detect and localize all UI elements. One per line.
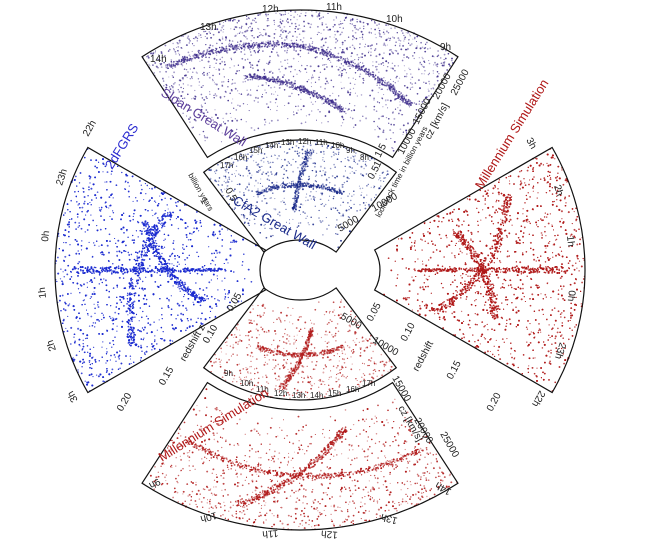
millennium-right-wedge-frame — [373, 146, 586, 394]
ra-tick-label: 15h — [249, 146, 262, 155]
millennium-right-galaxy-dots — [383, 148, 586, 392]
lookback-tick-label: 1 — [372, 159, 385, 169]
cfa2-great-wall-galaxy-dots — [203, 139, 389, 249]
ra-tick-label: 16h — [234, 153, 247, 162]
cfa2-great-wall-title: CfA2 Great Wall — [231, 193, 320, 253]
ra-tick-label: 16h — [346, 385, 359, 394]
ra-tick-label: 2h — [45, 338, 59, 352]
ra-tick-label: 11h — [315, 138, 328, 147]
2dfgrs-galaxy-dots — [54, 148, 257, 392]
ra-tick-label: 10h — [240, 379, 253, 388]
lookback-tick-label: 1.5 — [373, 142, 389, 160]
ra-tick-label: 10h — [199, 509, 218, 524]
ra-tick-label: 0h — [565, 290, 577, 302]
2dfgrs-wedge-frame — [54, 146, 267, 394]
millennium-bottom-inner-galaxy-dots — [204, 299, 393, 401]
ra-tick-label: 17h — [220, 161, 233, 170]
ra-tick-label: 13h — [200, 22, 217, 33]
ra-tick-label: 9h — [147, 475, 162, 490]
ra-tick-label: 23h — [552, 341, 568, 360]
ra-tick-label: 14h — [265, 141, 278, 150]
redshift-tick-label: 0.20 — [115, 391, 134, 414]
ra-tick-label: 3h — [523, 136, 538, 151]
ra-tick-label: 12h — [298, 137, 311, 146]
cz-tick-label: 25000 — [449, 67, 472, 97]
cz-tick-label: 20000 — [431, 71, 454, 101]
ra-tick-label: 13h — [281, 138, 294, 147]
cz-tick-label: 25000 — [437, 430, 461, 460]
ra-tick-label: 14h — [310, 391, 323, 400]
cz-tick-label: 15000 — [389, 374, 413, 404]
redshift-tick-label: 0.15 — [157, 365, 176, 388]
ra-tick-label: 11h — [256, 385, 269, 394]
bottom-inner-wedge-labels: 5000 10000 15000 9h 10h 11h 12h 13h 14h … — [224, 311, 413, 404]
sloan-great-wall-galaxy-dots — [142, 9, 457, 152]
cz-tick-label: 5000 — [336, 214, 361, 235]
ra-tick-label: 11h — [262, 527, 279, 539]
ra-tick-label: 23h — [54, 168, 70, 187]
ra-tick-label: 15h — [328, 389, 341, 398]
cfa2-wedge-frame — [202, 139, 398, 253]
ra-tick-label: 1h — [37, 287, 49, 299]
ra-tick-label: 10h — [386, 14, 403, 25]
redshift-axis-label: redshift — [411, 339, 436, 373]
ra-tick-label: 9h — [346, 146, 355, 155]
ra-tick-label: 2h — [551, 184, 565, 198]
ra-tick-label: 1h — [564, 235, 576, 247]
millennium-bottom-outer-galaxy-dots — [143, 388, 458, 531]
ra-tick-label: 13h — [380, 511, 399, 526]
ra-tick-label: 0h — [40, 230, 52, 242]
redshift-tick-label: 0.15 — [445, 359, 464, 382]
ra-tick-label: 14h — [150, 54, 167, 65]
cz-tick-label: 10000 — [371, 335, 401, 359]
redshift-axis-label: redshift z — [178, 323, 208, 364]
sloan-wedge-frame — [141, 9, 459, 159]
sloan-great-wall-title: Sloan Great Wall — [158, 85, 249, 150]
2dfgrs-title: 2dFGRS — [102, 120, 142, 171]
ra-tick-label: 22h — [81, 119, 99, 139]
millennium-right-title: Millennium Simulation — [472, 76, 552, 191]
millennium-bottom-inner-wedge-frame — [202, 287, 398, 401]
ra-tick-label: 9h — [224, 369, 233, 378]
ra-tick-label: 12h — [321, 528, 339, 539]
ra-tick-label: 3h — [66, 389, 81, 404]
cz-tick-label: 5000 — [339, 311, 364, 332]
ra-tick-label: 13h — [292, 391, 305, 400]
ra-tick-label: 11h — [326, 2, 342, 13]
millennium-bottom-title: Millennium Simulation — [156, 385, 271, 465]
wedge-frames — [54, 9, 586, 531]
redshift-tick-label: 0.05 — [365, 301, 384, 324]
ra-tick-label: 8h — [360, 153, 369, 162]
redshift-tick-label: 0.10 — [399, 321, 418, 344]
ra-tick-label: 12h — [262, 4, 279, 15]
redshift-tick-label: 0.20 — [485, 391, 504, 414]
ra-tick-label: 10h — [331, 141, 344, 150]
lookback-tick-label: 1 — [197, 196, 210, 207]
ra-tick-label: 9h — [440, 42, 451, 53]
ra-tick-label: 12h — [274, 389, 287, 398]
millennium-bottom-outer-wedge-frame — [141, 381, 459, 531]
ra-tick-label: 17h — [362, 379, 375, 388]
ra-tick-label: 22h — [529, 389, 547, 409]
